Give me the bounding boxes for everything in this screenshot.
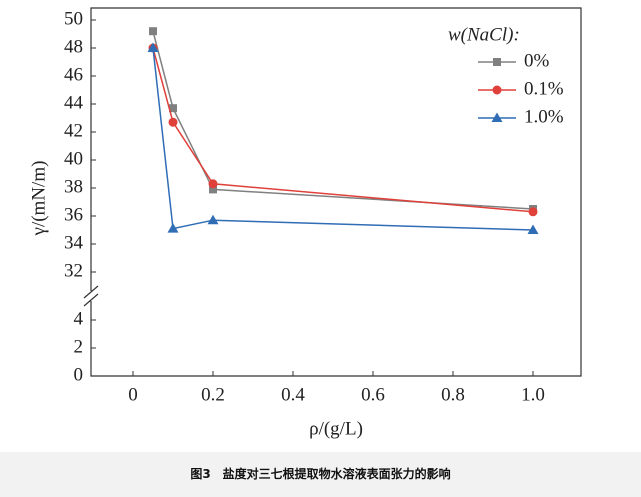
axis-frame: [90, 7, 582, 377]
series-line: [152, 31, 534, 210]
marker: [168, 117, 178, 127]
y-axis-label: γ/(mN/m): [28, 161, 49, 237]
x-tick-label: 0.6: [361, 384, 385, 405]
y-tick-label: 2: [74, 336, 84, 357]
x-tick-label: 1.0: [521, 384, 545, 405]
y-tick-label: 32: [64, 260, 83, 281]
marker: [527, 224, 539, 234]
legend-label: 1.0%: [524, 106, 564, 127]
legend-label: 0%: [524, 50, 550, 71]
marker: [493, 58, 501, 66]
marker: [528, 207, 538, 217]
marker: [169, 104, 177, 113]
y-tick-label: 46: [64, 64, 83, 85]
x-axis-label: ρ/(g/L): [309, 418, 363, 439]
x-tick-label: 0: [128, 384, 138, 405]
y-tick-label: 50: [64, 8, 83, 29]
marker: [167, 223, 179, 233]
marker: [209, 185, 217, 194]
marker: [208, 179, 218, 189]
x-tick-label: 0.2: [201, 384, 225, 405]
legend-title: w(NaCl):: [448, 24, 520, 45]
legend-label: 0.1%: [524, 78, 564, 99]
y-tick-label: 42: [64, 120, 83, 141]
y-tick-label: 36: [64, 204, 83, 225]
y-tick-label: 44: [64, 92, 84, 113]
y-tick-label: 48: [64, 36, 83, 57]
marker: [207, 214, 219, 225]
y-tick-label: 38: [64, 176, 83, 197]
series-line: [152, 47, 534, 213]
marker: [147, 42, 159, 52]
figure-caption: 图3 盐度对三七根提取物水溶液表面张力的影响: [0, 452, 641, 497]
x-tick-label: 0.4: [281, 384, 305, 405]
y-tick-label: 0: [74, 364, 84, 385]
y-tick-label: 34: [64, 232, 84, 253]
marker: [492, 85, 502, 95]
chart: γ/(mN/m) ρ/(g/L) w(NaCl): 0 2 4 32 34 36 38 40 4…: [28, 7, 582, 439]
axis-break: [83, 285, 99, 307]
y-tick-label: 4: [74, 308, 84, 329]
y-tick-label: 40: [64, 148, 83, 169]
marker: [149, 27, 157, 36]
series-line: [152, 47, 534, 231]
x-tick-label: 0.8: [441, 384, 465, 405]
marker: [491, 112, 503, 122]
